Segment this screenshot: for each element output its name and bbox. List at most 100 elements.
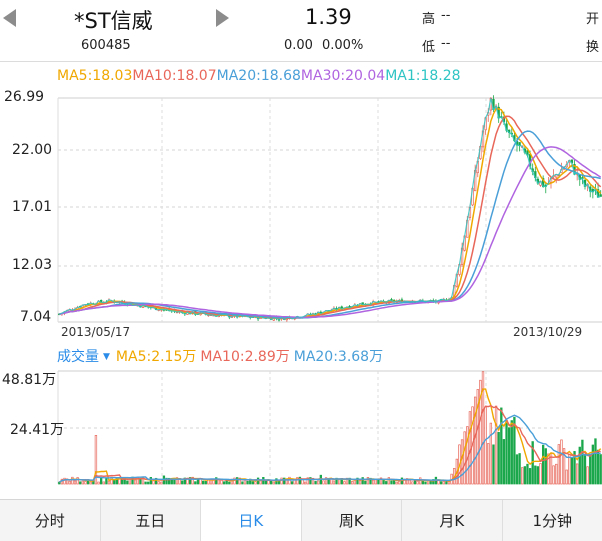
tab-daily-k[interactable]: 日K (201, 500, 302, 541)
volume-bar (106, 479, 108, 484)
tab-monthly-k[interactable]: 月K (402, 500, 503, 541)
volume-bar (516, 455, 518, 484)
volume-bar (414, 481, 416, 484)
volume-bar (529, 468, 531, 484)
tab-five-day[interactable]: 五日 (101, 500, 202, 541)
header-divider (0, 61, 602, 62)
volume-bar (134, 480, 136, 484)
price-change: 0.00 (284, 38, 313, 53)
volume-bar (90, 482, 92, 484)
tab-one-minute[interactable]: 1分钟 (503, 500, 602, 541)
volume-bar (333, 481, 335, 484)
next-stock-icon[interactable] (216, 9, 229, 27)
volume-bar (495, 406, 497, 484)
volume-bar (524, 467, 526, 484)
volume-bar (372, 480, 374, 484)
volume-bar (485, 407, 487, 484)
volume-bar (383, 480, 385, 484)
volume-title[interactable]: 成交量 (57, 349, 99, 365)
volume-bar (508, 428, 510, 484)
volume-bar (443, 481, 445, 484)
volume-bar (129, 479, 131, 484)
volume-bar (351, 481, 353, 484)
tab-intraday[interactable]: 分时 (0, 500, 101, 541)
volume-bar (595, 439, 597, 484)
quote-header: *ST信威 600485 1.39 0.00 0.00% 高 -- 低 -- 开… (0, 0, 602, 60)
volume-bar (98, 482, 100, 484)
ma20-legend: MA20:18.68 (217, 68, 301, 84)
price-axis-label-1: 22.00 (12, 142, 52, 158)
volume-bar (571, 458, 573, 484)
volume-chart[interactable] (0, 366, 602, 486)
volume-bar (359, 481, 361, 484)
volume-bar (587, 467, 589, 484)
volume-bar (545, 449, 547, 484)
volume-bar (540, 463, 542, 484)
volume-dropdown-icon[interactable]: ▼ (103, 352, 110, 362)
volume-bar (236, 478, 238, 484)
volume-bar (503, 439, 505, 484)
volume-bar (511, 421, 513, 484)
volume-bar (113, 480, 115, 484)
period-tabs: 分时 五日 日K 周K 月K 1分钟 (0, 499, 602, 541)
volume-bar (378, 480, 380, 484)
vol-ma5-legend: MA5:2.15万 (116, 349, 196, 365)
volume-bar (469, 412, 471, 484)
volume-bar (205, 481, 207, 484)
turnover-label: 换 (586, 36, 599, 55)
volume-bar (145, 482, 147, 484)
vol-ma10-legend: MA10:2.89万 (200, 349, 289, 365)
volume-bar (147, 482, 149, 484)
volume-bar (566, 470, 568, 484)
volume-bar (474, 397, 476, 484)
volume-bar (514, 417, 516, 484)
price-axis-label-2: 17.01 (12, 199, 52, 215)
prev-stock-icon[interactable] (3, 9, 16, 27)
volume-bar (354, 480, 356, 484)
low-label: 低 (422, 36, 435, 55)
volume-bar (160, 482, 162, 484)
price-axis-label-0: 26.99 (4, 89, 44, 105)
open-label: 开 (586, 8, 599, 27)
volume-bar (268, 481, 270, 484)
volume-bar (592, 445, 594, 484)
volume-bar (323, 481, 325, 484)
stock-code: 600485 (81, 38, 131, 53)
volume-bar (398, 481, 400, 484)
volume-bar (108, 481, 110, 484)
ma1-line (59, 98, 600, 319)
volume-bar (304, 482, 306, 484)
volume-bar (537, 467, 539, 484)
ma-legend: MA5:18.03MA10:18.07MA20:18.68MA30:20.04M… (57, 68, 461, 84)
volume-bar (417, 481, 419, 484)
volume-axis-label-1: 24.41万 (10, 419, 64, 439)
ma20-line (59, 131, 600, 318)
volume-bar (218, 480, 220, 484)
volume-bar (64, 478, 66, 484)
volume-bar (270, 481, 272, 484)
volume-bar (79, 482, 81, 484)
volume-bar (247, 481, 249, 484)
tab-weekly-k[interactable]: 周K (302, 500, 403, 541)
ma5-legend: MA5:18.03 (57, 68, 132, 84)
volume-bar (493, 445, 495, 484)
volume-bar (584, 454, 586, 484)
volume-bar (202, 481, 204, 484)
ma5-line (59, 109, 600, 319)
volume-bar (181, 481, 183, 484)
volume-bar (344, 482, 346, 484)
kline-chart[interactable] (0, 88, 602, 340)
volume-bar (438, 481, 440, 484)
volume-bar (242, 482, 244, 484)
volume-bar (388, 478, 390, 484)
price-change-pct: 0.00% (322, 38, 363, 53)
volume-bar (521, 468, 523, 484)
volume-bar (228, 482, 230, 484)
volume-bar (412, 482, 414, 484)
volume-bar (576, 464, 578, 484)
volume-bar (85, 481, 87, 484)
volume-bar (150, 477, 152, 484)
volume-bar (440, 482, 442, 484)
volume-bar (464, 432, 466, 484)
